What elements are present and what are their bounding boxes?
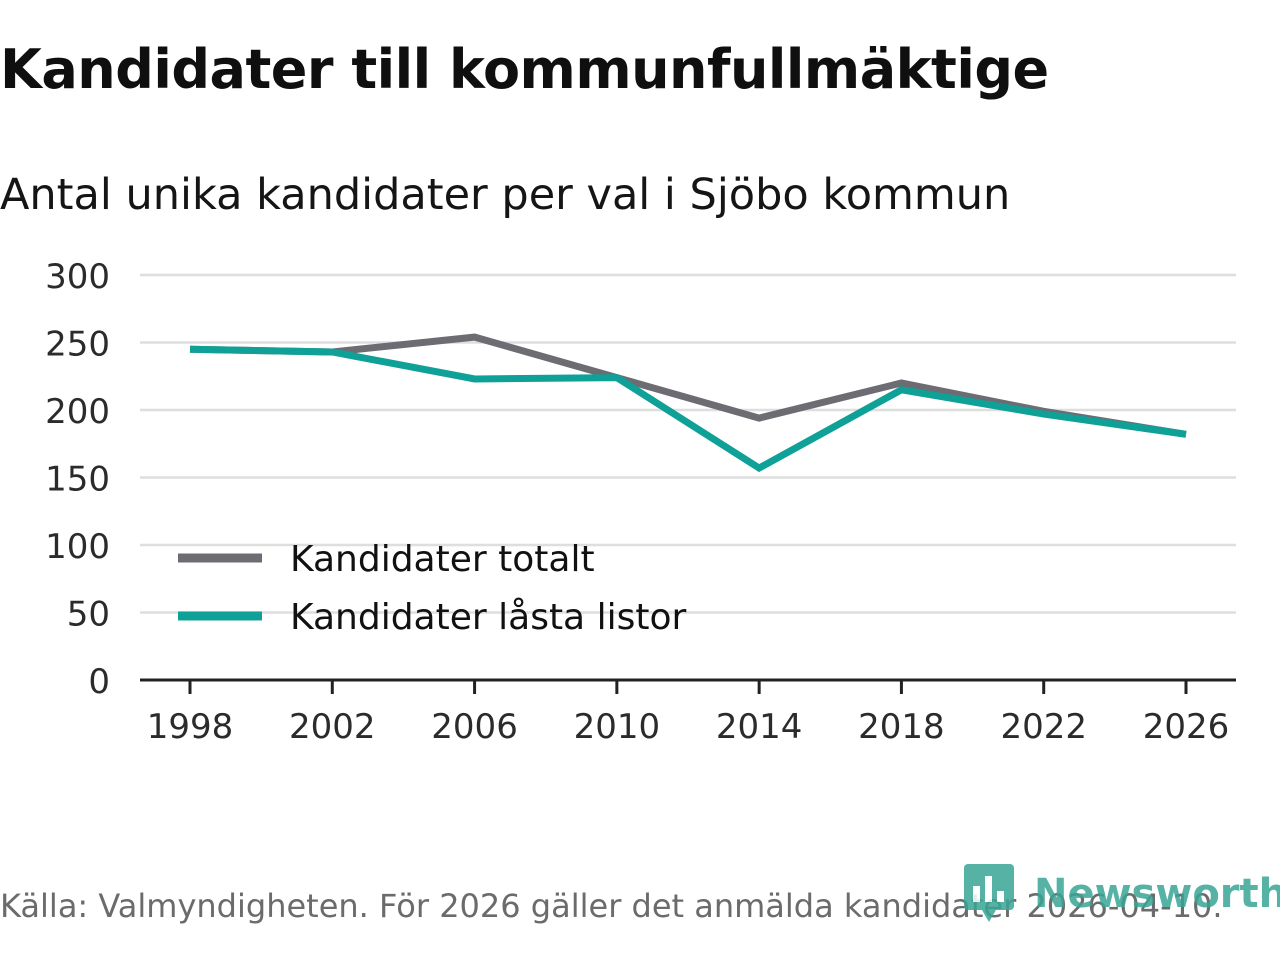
legend: Kandidater totalt Kandidater låsta listor	[178, 539, 686, 638]
brand-logo: Newsworthy	[964, 864, 1280, 924]
y-tick-label: 50	[67, 595, 110, 635]
x-tick-label: 2006	[431, 707, 518, 747]
y-tick-label: 150	[45, 460, 110, 500]
x-tick-label: 2018	[858, 707, 945, 747]
x-tick-label: 1998	[147, 707, 234, 747]
x-tick-label: 2026	[1143, 707, 1230, 747]
x-tick-label: 2014	[716, 707, 803, 747]
y-tick-label: 100	[45, 527, 110, 567]
x-tick-label: 2010	[574, 707, 661, 747]
source-note: Källa: Valmyndigheten. För 2026 gäller d…	[0, 887, 1223, 925]
x-tick-label: 2022	[1000, 707, 1087, 747]
chart-subtitle: Antal unika kandidater per val i Sjöbo k…	[0, 170, 1011, 220]
x-tick-label: 2002	[289, 707, 376, 747]
series-lines	[189, 333, 1187, 473]
bar-chart-logo-icon	[964, 864, 1014, 922]
y-tick-label: 200	[45, 392, 110, 432]
y-tick-label: 0	[88, 662, 110, 702]
chart-title: Kandidater till kommunfullmäktige	[0, 38, 1049, 101]
y-tick-label: 250	[45, 325, 110, 365]
series-line-2	[189, 345, 1187, 473]
y-tick-label: 300	[45, 257, 110, 297]
axes: 0 50 100 150 200 250 300 1998 2002 2006 2010 2014 20…	[45, 257, 1236, 747]
brand-name: Newsworthy	[1034, 871, 1280, 917]
legend-label-2: Kandidater låsta listor	[290, 597, 686, 638]
legend-label-1: Kandidater totalt	[290, 539, 595, 580]
